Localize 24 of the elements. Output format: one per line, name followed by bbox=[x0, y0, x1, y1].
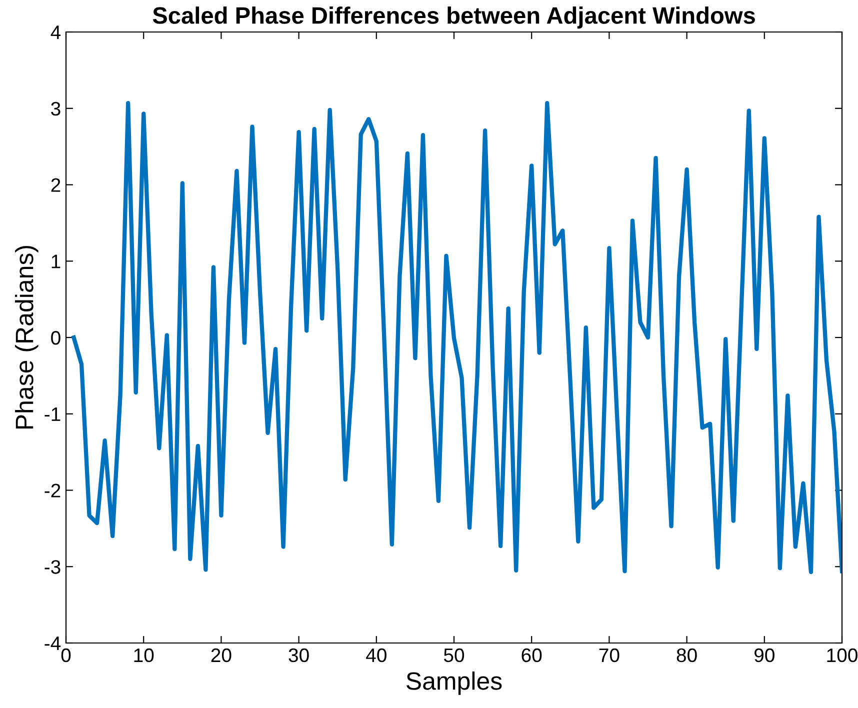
y-tick-label: 0 bbox=[51, 330, 60, 345]
y-tick-label: -2 bbox=[44, 484, 60, 498]
y-tick-label: 4 bbox=[50, 26, 61, 40]
x-tick-label: 20 bbox=[211, 648, 232, 662]
x-tick-label: 30 bbox=[288, 648, 309, 662]
x-tick-label: 90 bbox=[754, 648, 774, 662]
x-tick-label: 100 bbox=[827, 648, 858, 662]
y-tick-label: -4 bbox=[44, 636, 61, 650]
x-tick-label: 80 bbox=[676, 648, 697, 662]
x-tick-label: 10 bbox=[134, 648, 154, 662]
x-tick-label: 40 bbox=[366, 648, 386, 662]
chart-title: Scaled Phase Differences between Adjacent Windows bbox=[152, 6, 755, 29]
y-tick-label: -1 bbox=[44, 408, 60, 421]
x-tick-label: 60 bbox=[522, 648, 542, 662]
x-tick-label: 70 bbox=[599, 648, 620, 662]
y-axis-title: Phase (Radians) bbox=[14, 246, 38, 429]
x-tick-label: 50 bbox=[444, 648, 464, 662]
y-tick-label: 1 bbox=[52, 254, 60, 268]
x-tick-label: 0 bbox=[61, 648, 71, 662]
y-tick-label: 3 bbox=[51, 102, 60, 116]
x-axis-title: Samples bbox=[406, 672, 502, 695]
y-tick-label: 2 bbox=[51, 178, 60, 192]
y-tick-label: -3 bbox=[44, 560, 60, 574]
line-series bbox=[72, 100, 842, 574]
